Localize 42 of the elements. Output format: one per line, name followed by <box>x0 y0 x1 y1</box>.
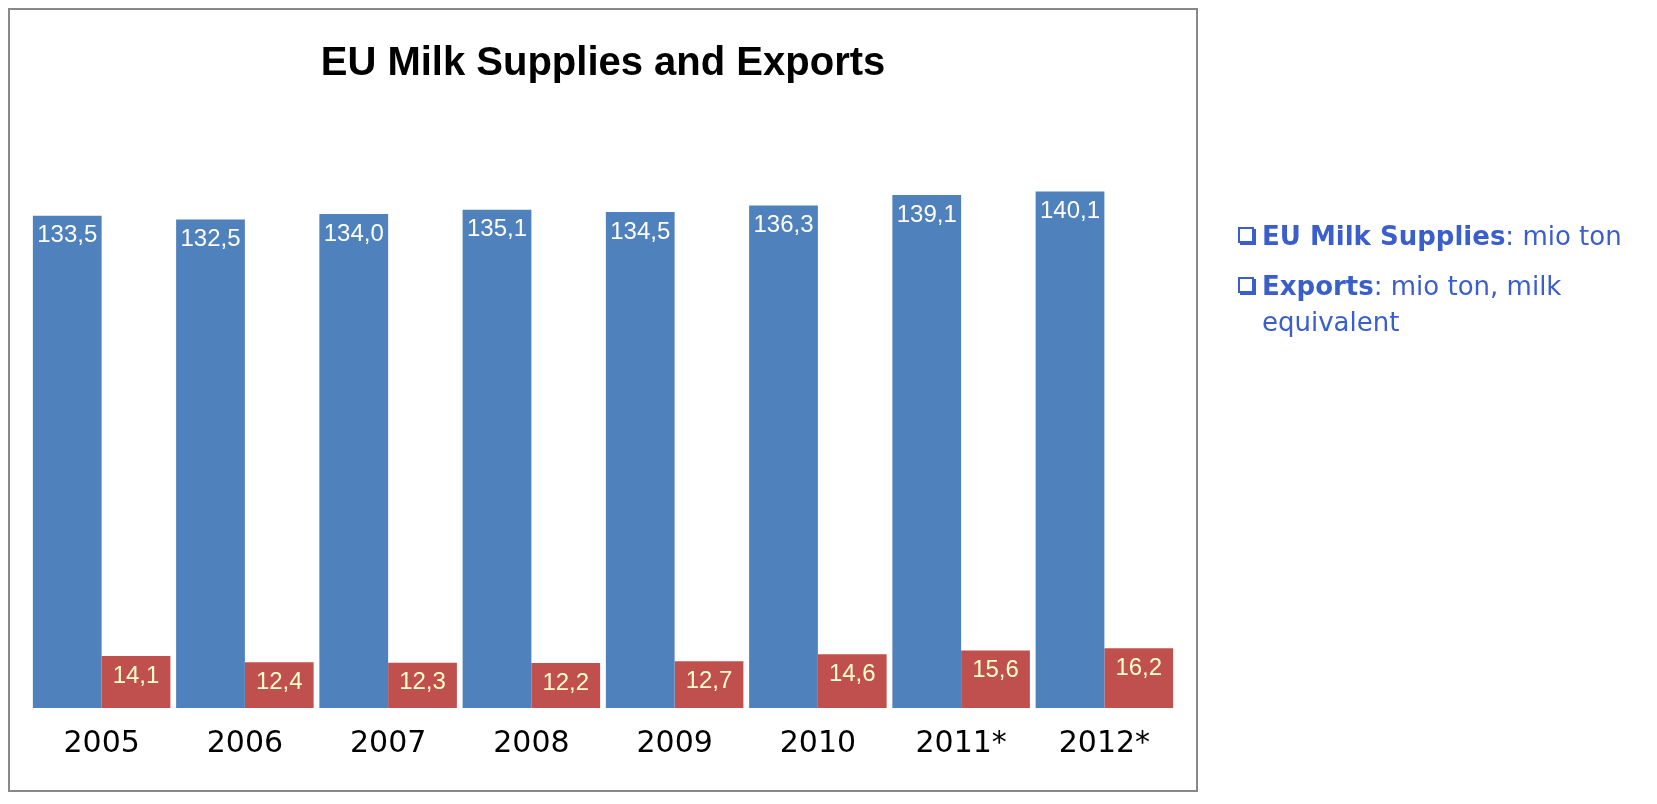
x-tick-label: 2012* <box>1058 723 1151 759</box>
text: EU Milk Supplies: mio ton <box>1262 220 1622 253</box>
data-label: 132,5 <box>180 224 241 252</box>
data-label: 140,1 <box>1039 196 1101 224</box>
text: Exports: mio ton, milk equivalent <box>1262 270 1563 339</box>
bar <box>101 656 171 708</box>
data-label: 12,3 <box>399 667 446 695</box>
x-tick-label: 2006 <box>206 723 284 759</box>
bar <box>531 663 601 708</box>
data-label: 14,1 <box>112 660 160 688</box>
bar <box>319 213 389 708</box>
bar <box>817 654 887 708</box>
bar <box>1104 648 1174 708</box>
bar <box>244 662 314 708</box>
x-tick-label: 2007 <box>349 723 427 759</box>
data-label: 14,6 <box>828 658 876 686</box>
data-label: 139,1 <box>896 199 957 227</box>
x-tick-label: 2005 <box>63 723 140 759</box>
data-label: 16,2 <box>1115 652 1163 680</box>
x-tick-label: 2008 <box>493 723 570 759</box>
bar <box>32 215 102 708</box>
bar <box>749 205 818 708</box>
data-label: 134,5 <box>610 216 671 244</box>
data-label: 134,0 <box>323 218 384 246</box>
data-label: 12,7 <box>685 665 733 693</box>
data-label: 12,2 <box>542 667 590 695</box>
x-tick-label: 2009 <box>636 723 713 759</box>
bar <box>176 219 245 708</box>
data-label: 136,3 <box>753 210 814 238</box>
chart-title: EU Milk Supplies and Exports <box>320 39 886 84</box>
data-label: 15,6 <box>972 655 1019 683</box>
bar <box>605 212 675 708</box>
bar <box>1035 191 1105 708</box>
data-label: 135,1 <box>466 214 528 242</box>
bar <box>961 650 1030 708</box>
bar <box>674 661 744 708</box>
data-label: 12,4 <box>255 666 303 694</box>
x-tick-label: 2011* <box>915 723 1007 759</box>
bar <box>892 195 962 708</box>
x-tick-label: 2010 <box>779 723 857 759</box>
data-label: 133,5 <box>37 220 98 248</box>
bar <box>462 209 532 708</box>
